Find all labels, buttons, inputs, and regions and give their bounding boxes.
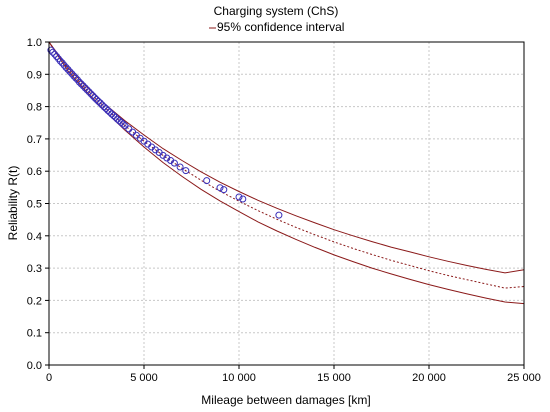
data-point-28 bbox=[100, 103, 108, 111]
y-tick-label-6: 0.6 bbox=[27, 166, 42, 178]
data-point-14 bbox=[74, 76, 81, 84]
data-point-20 bbox=[85, 88, 93, 96]
data-point-2 bbox=[51, 50, 59, 58]
data-point-26 bbox=[96, 99, 104, 107]
data-point-10 bbox=[66, 68, 74, 76]
data-point-57 bbox=[220, 186, 228, 194]
data-point-24 bbox=[93, 96, 100, 103]
data-point-60 bbox=[275, 211, 283, 219]
data-point-36 bbox=[115, 117, 123, 125]
x-tick-label-0: 0 bbox=[46, 372, 52, 384]
data-point-4 bbox=[55, 55, 62, 63]
data-point-55 bbox=[203, 177, 211, 185]
data-point-9 bbox=[64, 66, 72, 73]
y-tick-label-9: 0.9 bbox=[27, 69, 42, 81]
data-point-3 bbox=[53, 53, 61, 60]
data-point-33 bbox=[110, 112, 118, 120]
y-tick-label-3: 0.3 bbox=[27, 263, 42, 275]
y-tick-label-10: 1.0 bbox=[27, 37, 42, 49]
x-tick-label-5: 25 000 bbox=[507, 372, 541, 384]
data-point-30 bbox=[104, 107, 112, 114]
ci-upper-line bbox=[48, 41, 525, 274]
chart-title: Charging system (ChS) bbox=[214, 4, 339, 18]
ci-lower-line bbox=[48, 41, 525, 305]
data-point-29 bbox=[102, 105, 110, 112]
data-point-17 bbox=[79, 82, 87, 90]
x-tick-label-3: 15 000 bbox=[317, 372, 351, 384]
data-point-8 bbox=[62, 64, 70, 71]
x-axis-label: Mileage between damages [km] bbox=[201, 393, 370, 407]
x-tick-label-4: 20 000 bbox=[412, 372, 446, 384]
data-point-56 bbox=[216, 184, 224, 192]
data-point-59 bbox=[239, 195, 247, 203]
y-tick-label-4: 0.4 bbox=[27, 231, 42, 243]
data-point-5 bbox=[56, 57, 64, 65]
data-point-19 bbox=[83, 86, 91, 94]
data-point-40 bbox=[125, 125, 133, 133]
data-point-23 bbox=[91, 94, 99, 102]
data-point-34 bbox=[112, 113, 119, 121]
data-point-1 bbox=[49, 48, 57, 56]
y-tick-label-0: 0.0 bbox=[27, 360, 42, 372]
data-point-18 bbox=[81, 84, 89, 92]
grid bbox=[49, 42, 524, 365]
data-point-53 bbox=[176, 163, 184, 171]
data-point-31 bbox=[106, 108, 114, 116]
data-point-52 bbox=[170, 159, 178, 167]
fitted-reliability-line bbox=[48, 41, 525, 289]
data-point-13 bbox=[72, 74, 80, 82]
data-point-58 bbox=[235, 193, 243, 201]
legend-label: 95% confidence interval bbox=[217, 20, 344, 34]
y-axis-label: Reliability R(t) bbox=[6, 166, 20, 241]
data-point-38 bbox=[119, 120, 127, 128]
data-point-22 bbox=[89, 92, 97, 100]
data-point-54 bbox=[182, 167, 190, 175]
y-tick-label-8: 0.8 bbox=[27, 102, 42, 114]
legend: 95% confidence interval bbox=[209, 20, 344, 34]
x-tick-label-1: 5 000 bbox=[130, 372, 158, 384]
data-point-25 bbox=[94, 97, 102, 105]
data-point-12 bbox=[70, 72, 78, 80]
data-point-7 bbox=[60, 61, 68, 69]
y-axis: 0.0 0.1 0.2 0.3 0.4 0.5 0.6 0.7 0.8 0.9 1.0 bbox=[27, 37, 49, 372]
data-point-16 bbox=[77, 80, 85, 88]
plot-area bbox=[47, 41, 525, 305]
data-point-21 bbox=[87, 90, 95, 98]
data-point-15 bbox=[75, 78, 83, 86]
x-tick-label-2: 10 000 bbox=[222, 372, 256, 384]
x-axis: 0 5 000 10 000 15 000 20 000 25 000 bbox=[46, 365, 541, 384]
data-point-6 bbox=[58, 59, 66, 67]
data-point-41 bbox=[129, 128, 137, 136]
y-tick-label-7: 0.7 bbox=[27, 134, 42, 146]
data-point-0 bbox=[47, 46, 55, 54]
data-point-11 bbox=[68, 70, 76, 78]
y-tick-label-2: 0.2 bbox=[27, 295, 42, 307]
y-tick-label-1: 0.1 bbox=[27, 328, 42, 340]
y-tick-label-5: 0.5 bbox=[27, 199, 42, 211]
data-point-27 bbox=[98, 101, 106, 109]
